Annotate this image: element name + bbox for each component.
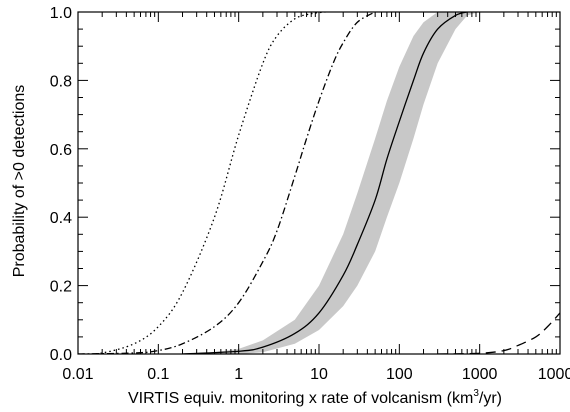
y-tick-label: 1.0 (50, 5, 72, 22)
series-line-dotted (78, 12, 326, 354)
series-lines (78, 12, 560, 354)
x-tick-label: 100 (386, 366, 413, 383)
y-tick-label: 0.0 (50, 347, 72, 364)
uncertainty-band-area (214, 12, 480, 354)
series-line-dash-dot (78, 12, 376, 354)
x-axis-title: VIRTIS equiv. monitoring x rate of volca… (128, 388, 502, 407)
x-tick-label: 1 (234, 366, 243, 383)
y-tick-labels: 0.0 0.2 0.4 0.6 0.8 1.0 (50, 5, 72, 364)
series-line-dashed (437, 312, 560, 354)
uncertainty-band (214, 12, 480, 354)
x-tick-label: 0.1 (147, 366, 169, 383)
x-tick-label: 0.01 (62, 366, 93, 383)
y-tick-label: 0.8 (50, 73, 72, 90)
x-tick-label: 10 (310, 366, 328, 383)
y-axis-title: Probability of >0 detections (11, 85, 28, 278)
y-tick-label: 0.2 (50, 279, 72, 296)
y-tick-label: 0.6 (50, 142, 72, 159)
x-tick-label: 1000 (462, 366, 498, 383)
series-line-solid (182, 12, 468, 354)
axis-ticks (77, 11, 561, 355)
y-tick-label: 0.4 (50, 210, 72, 227)
